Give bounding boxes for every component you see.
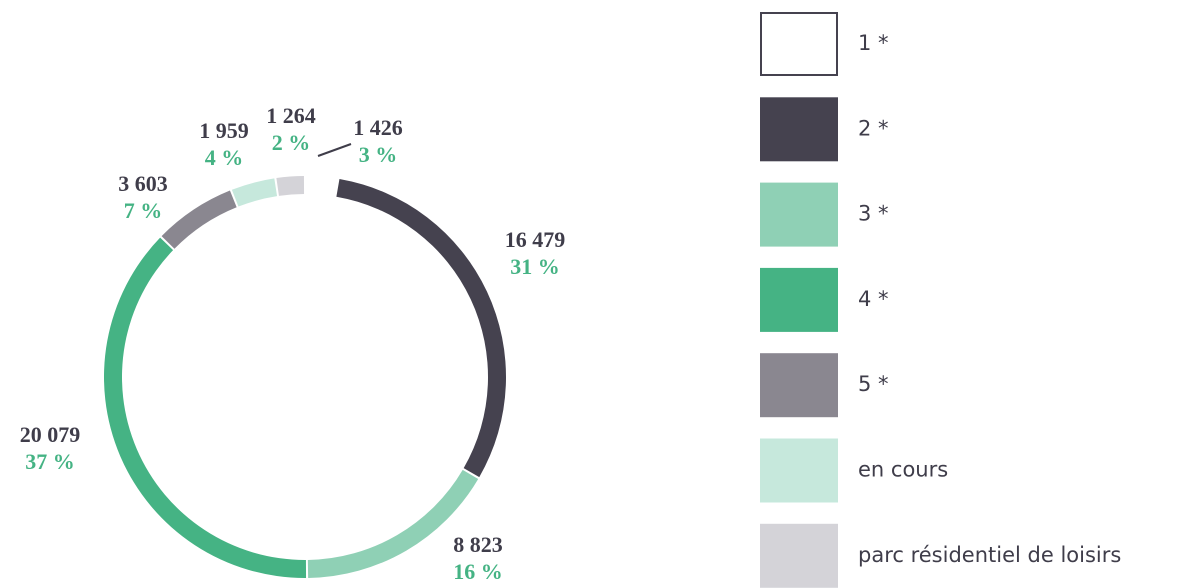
value-label: 1 959 xyxy=(199,118,249,143)
percent-label: 37 % xyxy=(25,449,75,474)
legend-label: 1 * xyxy=(858,31,889,55)
legend-swatch xyxy=(760,182,838,247)
legend-swatch xyxy=(760,12,838,76)
percent-label: 2 % xyxy=(272,130,311,155)
leader-line xyxy=(317,143,352,157)
legend-label: 5 * xyxy=(858,372,889,396)
legend-label: parc résidentiel de loisirs xyxy=(858,543,1121,567)
legend-swatch xyxy=(760,267,838,332)
legend-label: 2 * xyxy=(858,116,889,140)
legend-swatch xyxy=(760,353,838,418)
legend-swatch xyxy=(760,97,838,162)
donut-segment xyxy=(103,237,307,579)
value-label: 3 603 xyxy=(118,171,168,196)
value-label: 1 264 xyxy=(266,103,316,128)
donut-segment xyxy=(336,178,506,478)
legend-swatch xyxy=(760,523,838,588)
value-label: 1 426 xyxy=(353,115,403,140)
percent-label: 7 % xyxy=(124,198,163,223)
donut-segment xyxy=(305,176,338,197)
legend-label: 4 * xyxy=(858,287,889,311)
donut-segment xyxy=(231,178,278,207)
legend-label: en cours xyxy=(858,458,948,482)
value-label: 8 823 xyxy=(453,532,503,557)
percent-label: 16 % xyxy=(453,559,503,584)
legend-label: 3 * xyxy=(858,202,889,226)
value-label: 20 079 xyxy=(20,422,81,447)
percent-label: 4 % xyxy=(205,145,244,170)
legend-swatch xyxy=(760,438,838,503)
value-label: 16 479 xyxy=(505,227,566,252)
percent-label: 3 % xyxy=(359,142,398,167)
donut-segment xyxy=(276,176,305,196)
donut-segment xyxy=(161,190,237,249)
percent-label: 31 % xyxy=(510,254,560,279)
donut-segment xyxy=(307,469,479,578)
